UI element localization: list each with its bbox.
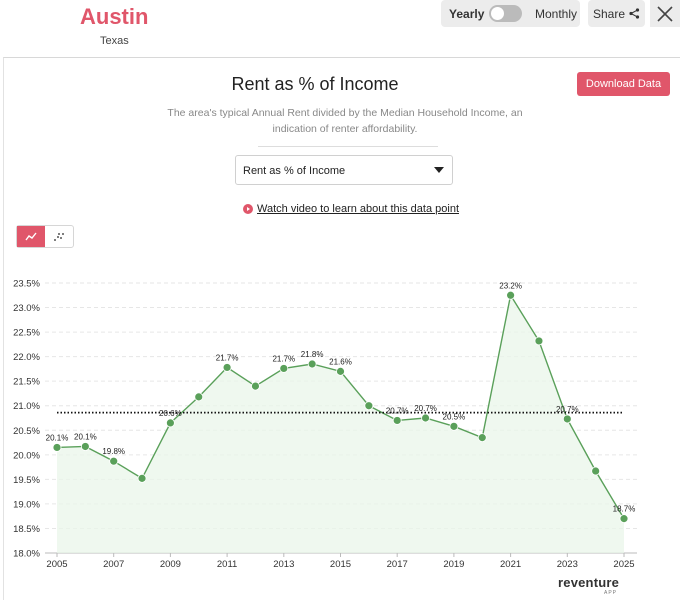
area-fill <box>57 295 624 553</box>
reventure-logo-sub: APP <box>604 590 618 596</box>
scatter-view-button[interactable] <box>45 226 73 247</box>
data-point <box>165 418 175 428</box>
data-point <box>109 456 119 466</box>
y-tick-label: 20.0% <box>13 450 40 461</box>
chart-panel <box>3 57 680 600</box>
share-icon <box>629 8 640 19</box>
close-icon <box>657 5 673 22</box>
line-view-button[interactable] <box>17 226 45 247</box>
y-tick-label: 19.5% <box>13 475 40 486</box>
data-label: 21.6% <box>329 357 352 366</box>
watch-video-label: Watch video to learn about this data poi… <box>257 203 459 215</box>
x-tick-label: 2009 <box>160 559 181 570</box>
data-label: 20.7% <box>414 404 437 413</box>
y-tick-label: 20.5% <box>13 426 40 437</box>
chart-title: Rent as % of Income <box>231 74 399 94</box>
chart-view-toggle[interactable] <box>16 225 74 248</box>
switch-knob <box>491 7 504 20</box>
y-tick-label: 18.0% <box>13 549 40 560</box>
reventure-logo: reventure <box>558 575 620 590</box>
data-label: 20.7% <box>556 405 579 414</box>
download-data-button[interactable]: Download Data <box>577 72 670 96</box>
data-point <box>477 433 487 443</box>
data-point <box>52 443 62 452</box>
metric-select-value: Rent as % of Income <box>243 165 346 177</box>
y-tick-label: 23.5% <box>13 279 40 290</box>
monthly-label[interactable]: Monthly <box>535 7 578 21</box>
data-point <box>279 364 289 373</box>
data-label: 18.7% <box>613 505 636 514</box>
share-label: Share <box>592 6 626 21</box>
data-label: 20.5% <box>443 412 466 421</box>
data-point <box>619 514 629 524</box>
data-point <box>307 359 317 369</box>
chevron-down-icon <box>434 167 444 173</box>
data-point <box>562 414 572 424</box>
x-tick-label: 2005 <box>46 559 67 570</box>
y-tick-label: 22.5% <box>13 328 40 339</box>
yearly-label[interactable]: Yearly <box>449 7 485 21</box>
data-point <box>222 363 232 372</box>
x-tick-label: 2023 <box>557 559 578 570</box>
data-point <box>534 336 544 346</box>
frequency-switch[interactable] <box>489 5 522 22</box>
data-point <box>336 366 345 376</box>
close-button[interactable] <box>650 0 680 27</box>
state-label: Texas <box>100 35 129 47</box>
frequency-toggle[interactable]: Yearly Monthly <box>441 0 580 27</box>
x-tick-label: 2021 <box>500 559 521 570</box>
data-point <box>80 442 90 451</box>
metric-select[interactable]: Rent as % of Income <box>235 155 453 185</box>
x-tick-label: 2013 <box>273 559 294 570</box>
y-tick-label: 21.0% <box>13 401 40 412</box>
play-icon <box>243 204 253 214</box>
chart-description: The area's typical Annual Rent divided b… <box>167 107 523 135</box>
data-point <box>194 392 204 402</box>
y-tick-label: 19.0% <box>13 499 40 510</box>
share-button[interactable]: Share <box>588 0 645 27</box>
data-label: 21.7% <box>216 353 239 362</box>
y-tick-label: 22.0% <box>13 352 40 363</box>
x-tick-label: 2007 <box>103 559 124 570</box>
watch-video-link[interactable]: Watch video to learn about this data poi… <box>243 203 459 215</box>
data-label: 20.1% <box>46 433 69 442</box>
x-tick-label: 2011 <box>217 559 237 570</box>
data-point <box>251 381 260 391</box>
data-point <box>421 413 430 423</box>
y-tick-label: 18.5% <box>13 524 40 535</box>
x-tick-label: 2017 <box>387 559 408 570</box>
data-point <box>591 466 601 476</box>
x-tick-label: 2019 <box>443 559 464 570</box>
y-tick-label: 23.0% <box>13 303 40 314</box>
data-point <box>364 401 374 411</box>
city-title: Austin <box>80 4 149 29</box>
data-label: 20.1% <box>74 432 97 441</box>
data-point <box>392 416 402 425</box>
y-tick-label: 21.5% <box>13 377 40 388</box>
data-point <box>506 290 516 300</box>
data-label: 21.8% <box>301 350 324 359</box>
data-label: 19.8% <box>102 447 125 456</box>
scatter-chart-icon <box>54 232 64 241</box>
data-label: 21.7% <box>272 354 295 363</box>
data-point <box>137 473 147 483</box>
data-point <box>449 421 459 431</box>
line-chart-icon <box>25 232 37 240</box>
data-label: 20.7% <box>386 406 409 415</box>
x-tick-label: 2025 <box>613 559 634 570</box>
x-tick-label: 2015 <box>330 559 351 570</box>
data-label: 20.6% <box>159 409 182 418</box>
data-label: 23.2% <box>499 281 522 290</box>
divider <box>258 146 438 147</box>
